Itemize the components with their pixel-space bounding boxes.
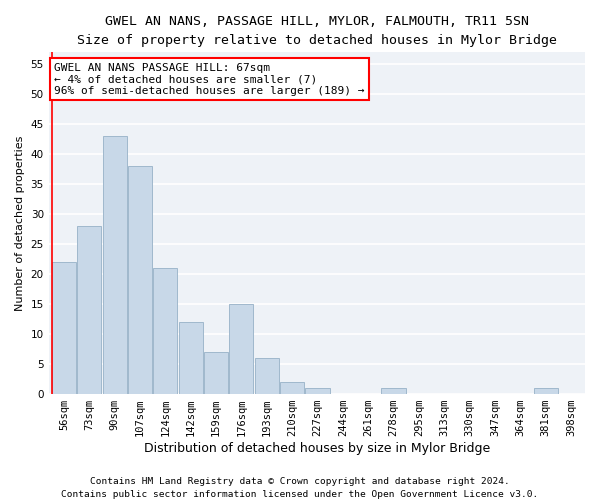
Title: GWEL AN NANS, PASSAGE HILL, MYLOR, FALMOUTH, TR11 5SN
Size of property relative : GWEL AN NANS, PASSAGE HILL, MYLOR, FALMO…	[77, 15, 557, 47]
Bar	[77, 226, 101, 394]
X-axis label: Distribution of detached houses by size in Mylor Bridge: Distribution of detached houses by size …	[144, 442, 490, 455]
Text: GWEL AN NANS PASSAGE HILL: 67sqm
← 4% of detached houses are smaller (7)
96% of : GWEL AN NANS PASSAGE HILL: 67sqm ← 4% of…	[54, 62, 365, 96]
Bar	[280, 382, 304, 394]
Bar	[179, 322, 203, 394]
Bar	[153, 268, 178, 394]
Bar	[305, 388, 329, 394]
Bar	[204, 352, 228, 394]
Bar	[229, 304, 253, 394]
Bar	[533, 388, 558, 394]
Bar	[255, 358, 279, 394]
Bar	[382, 388, 406, 394]
Bar	[103, 136, 127, 394]
Text: Contains HM Land Registry data © Crown copyright and database right 2024.
Contai: Contains HM Land Registry data © Crown c…	[61, 478, 539, 499]
Y-axis label: Number of detached properties: Number of detached properties	[15, 136, 25, 311]
Bar	[52, 262, 76, 394]
Bar	[128, 166, 152, 394]
